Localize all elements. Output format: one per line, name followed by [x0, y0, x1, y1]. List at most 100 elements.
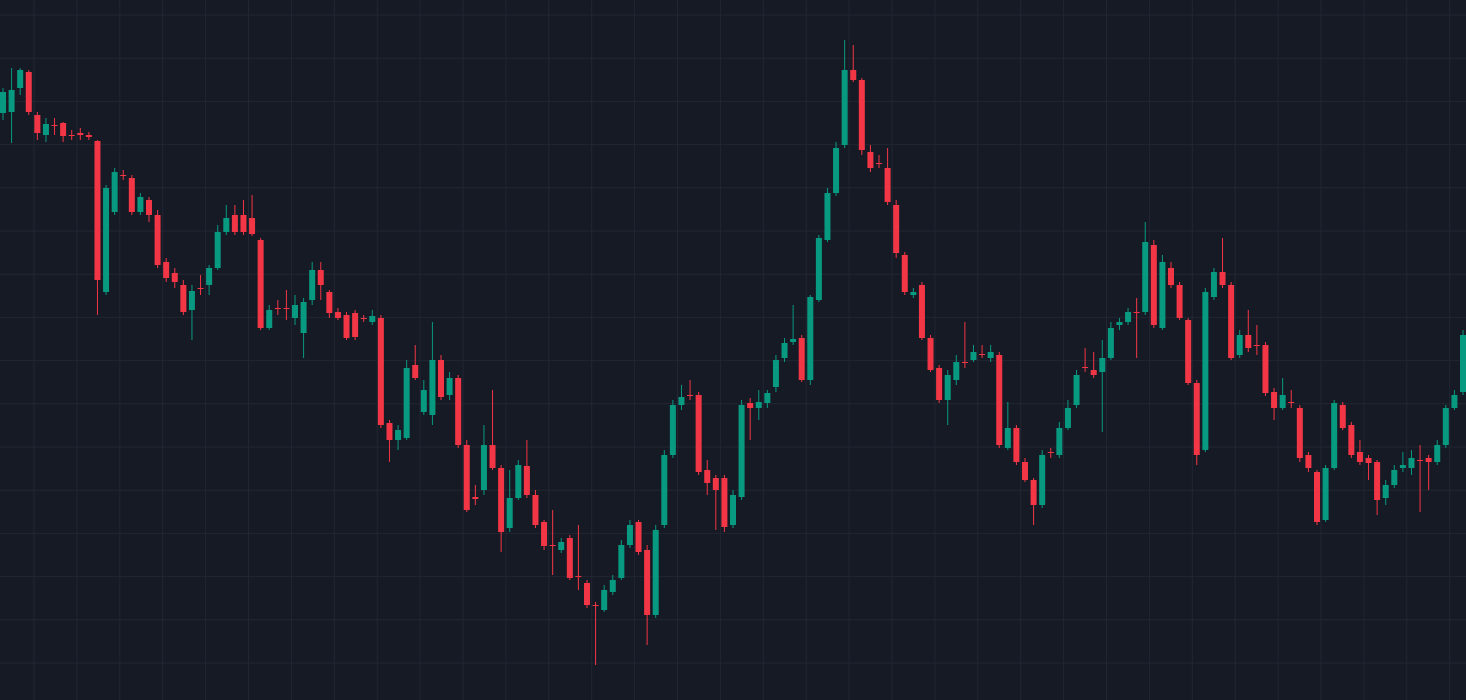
candle-body [231, 215, 238, 232]
candle-body [1176, 285, 1183, 318]
candle-body [575, 576, 582, 577]
candle-body [1339, 405, 1346, 428]
candle-body [1314, 472, 1320, 522]
candle-body [678, 397, 685, 405]
candle-body [1082, 367, 1089, 368]
candle-body [755, 402, 762, 408]
candle-body [1022, 462, 1028, 480]
candle-body [541, 522, 548, 546]
candle-body [429, 360, 436, 415]
candle-body [395, 430, 402, 440]
candle-body [858, 80, 865, 150]
candle-body [343, 315, 350, 338]
candle-body [1116, 322, 1123, 325]
candle-body [936, 368, 943, 400]
candle-body [626, 525, 633, 545]
candles [0, 40, 1466, 665]
candle-body [1425, 458, 1432, 462]
candle-body [266, 310, 273, 328]
candle-body [377, 318, 384, 425]
candle-body [730, 495, 736, 525]
candle-body [1442, 408, 1449, 445]
candle-body [68, 135, 75, 136]
candle-body [1133, 312, 1140, 313]
candle-body [506, 498, 513, 528]
candle-body [1279, 395, 1286, 408]
candle-body [953, 362, 960, 380]
candle-body [876, 163, 882, 164]
candle-body [1451, 395, 1458, 408]
candle-body [1193, 383, 1200, 455]
candle-body [790, 339, 797, 342]
candle-body [171, 273, 178, 282]
candle-body [618, 545, 625, 578]
candle-body [592, 605, 599, 606]
candle-body [1253, 345, 1260, 346]
candle-body [712, 478, 719, 490]
candle-body [661, 455, 668, 525]
candle-body [1236, 335, 1243, 355]
candle-body [386, 423, 393, 440]
candle-body [111, 172, 118, 212]
candle-body [1408, 458, 1415, 468]
candle-body [944, 375, 951, 400]
candle-body [910, 292, 917, 295]
candle-body [300, 302, 307, 333]
candle-body [463, 445, 470, 510]
candle-body [214, 232, 221, 268]
candle-body [438, 360, 444, 397]
candle-body [1013, 428, 1020, 462]
candle-body [695, 395, 702, 472]
candle-body [644, 550, 651, 615]
candle-body [1305, 455, 1312, 468]
candle-body [1228, 285, 1235, 358]
candle-body [687, 395, 694, 396]
candle-body [558, 542, 565, 550]
candle-body [85, 135, 92, 137]
candle-body [240, 215, 247, 232]
candle-body [764, 393, 771, 403]
candle-body [1262, 345, 1269, 393]
candle-body [532, 495, 539, 525]
candle-body [1090, 370, 1097, 375]
candle-body [1125, 312, 1132, 322]
candle-body [867, 152, 874, 168]
candle-body [1331, 403, 1338, 468]
candle-body [1374, 462, 1381, 500]
candle-body [884, 168, 891, 202]
candle-body [403, 368, 410, 438]
candle-body [1434, 445, 1441, 462]
candle-body [1004, 428, 1011, 448]
candle-body [815, 238, 822, 300]
candle-body [1030, 480, 1037, 505]
candle-body [721, 478, 728, 527]
candle-body [523, 466, 530, 495]
candle-body [609, 580, 616, 592]
candle-body [489, 445, 496, 468]
candle-body [197, 288, 204, 289]
candle-body [360, 318, 367, 319]
candle-body [154, 215, 161, 265]
candle-body [738, 405, 745, 497]
candle-body [34, 115, 41, 133]
candle-body [163, 262, 170, 278]
candle-body [446, 378, 453, 395]
candle-body [455, 378, 462, 445]
candle-body [747, 403, 754, 408]
candle-body [1356, 452, 1363, 462]
candle-body [996, 355, 1003, 445]
candle-body [326, 292, 333, 313]
candle-body [1219, 272, 1226, 285]
candle-body [970, 352, 977, 360]
candle-body [1210, 272, 1217, 297]
candle-body [498, 468, 505, 532]
candle-body [781, 343, 788, 358]
candle-body [961, 362, 968, 363]
candle-body [1460, 335, 1466, 392]
candle-body [274, 308, 281, 309]
candle-body [1185, 320, 1192, 383]
candle-body [1056, 428, 1063, 455]
candle-body [1142, 242, 1149, 312]
